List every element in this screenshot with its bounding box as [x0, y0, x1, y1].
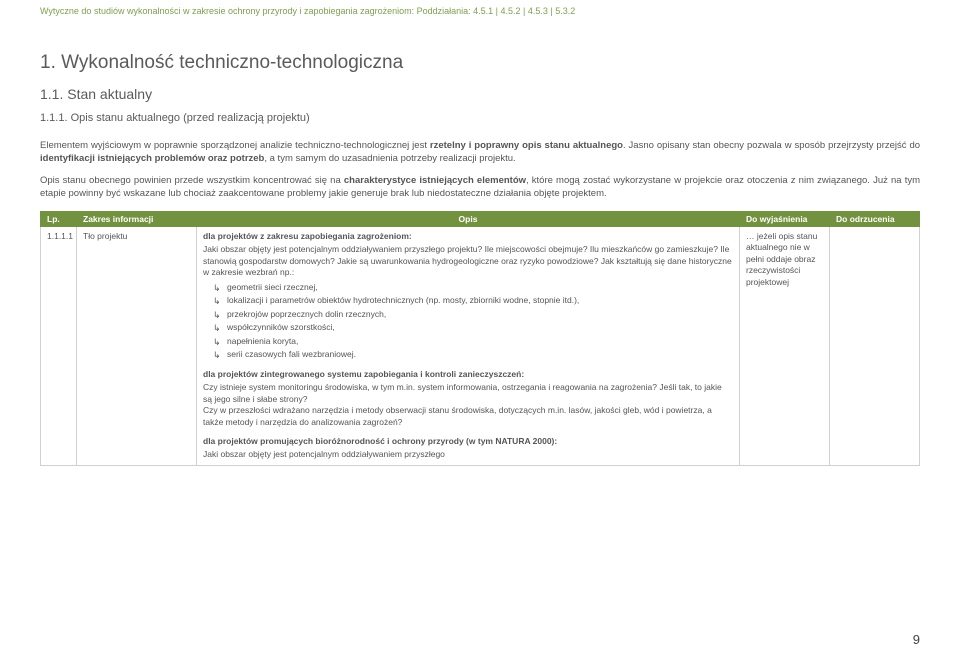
- cell-zakres: Tło projektu: [77, 226, 197, 465]
- opis-text-2: Czy istnieje system monitoringu środowis…: [203, 382, 733, 428]
- heading-1: 1. Wykonalność techniczno-technologiczna: [40, 52, 920, 74]
- th-odr: Do odrzucenia: [830, 211, 920, 226]
- list-item: serii czasowych fali wezbraniowej.: [213, 349, 733, 360]
- table-wrap: Lp. Zakres informacji Opis Do wyjaśnieni…: [40, 211, 920, 466]
- p1-d: identyfikacji istniejących problemów ora…: [40, 153, 264, 164]
- p1-e: , a tym samym do uzasadnienia potrzeby r…: [264, 153, 515, 164]
- th-lp: Lp.: [41, 211, 77, 226]
- p1-b: rzetelny i poprawny opis stanu aktualneg…: [430, 140, 623, 151]
- p2-b: charakterystyce istniejących elementów: [344, 175, 526, 186]
- page-number: 9: [913, 632, 920, 647]
- list-item: napełnienia koryta,: [213, 336, 733, 347]
- opis-block-3: dla projektów promujących bioróżnorodnoś…: [203, 436, 733, 461]
- list-item: lokalizacji i parametrów obiektów hydrot…: [213, 295, 733, 306]
- opis-text-1: Jaki obszar objęty jest potencjalnym odd…: [203, 244, 733, 278]
- heading-2: 1.1. Stan aktualny: [40, 86, 920, 102]
- heading-3: 1.1.1. Opis stanu aktualnego (przed real…: [40, 112, 920, 124]
- p2-a: Opis stanu obecnego powinien przede wszy…: [40, 175, 344, 186]
- opis-title-2: dla projektów zintegrowanego systemu zap…: [203, 369, 733, 380]
- cell-wyj: … jeżeli opis stanu aktualnego nie w peł…: [740, 226, 830, 465]
- cell-odr: [830, 226, 920, 465]
- th-opis: Opis: [197, 211, 740, 226]
- opis-title-1: dla projektów z zakresu zapobiegania zag…: [203, 231, 733, 242]
- th-wyj: Do wyjaśnienia: [740, 211, 830, 226]
- paragraph-2: Opis stanu obecnego powinien przede wszy…: [40, 175, 920, 201]
- p1-c: . Jasno opisany stan obecny pozwala w sp…: [623, 140, 920, 151]
- info-table: Lp. Zakres informacji Opis Do wyjaśnieni…: [40, 211, 920, 466]
- content-area: 1. Wykonalność techniczno-technologiczna…: [0, 20, 960, 466]
- list-item: współczynników szorstkości,: [213, 322, 733, 333]
- opis-title-3: dla projektów promujących bioróżnorodnoś…: [203, 436, 733, 447]
- th-zakres: Zakres informacji: [77, 211, 197, 226]
- cell-lp: 1.1.1.1: [41, 226, 77, 465]
- header-text: Wytyczne do studiów wykonalności w zakre…: [40, 6, 575, 16]
- opis-bullets: geometrii sieci rzecznej, lokalizacji i …: [213, 282, 733, 361]
- table-header-row: Lp. Zakres informacji Opis Do wyjaśnieni…: [41, 211, 920, 226]
- list-item: przekrojów poprzecznych dolin rzecznych,: [213, 309, 733, 320]
- opis-text-3: Jaki obszar objęty jest potencjalnym odd…: [203, 449, 733, 460]
- paragraph-1: Elementem wyjściowym w poprawnie sporząd…: [40, 140, 920, 166]
- doc-header: Wytyczne do studiów wykonalności w zakre…: [0, 0, 960, 20]
- p1-a: Elementem wyjściowym w poprawnie sporząd…: [40, 140, 430, 151]
- opis-block-2: dla projektów zintegrowanego systemu zap…: [203, 369, 733, 428]
- table-row: 1.1.1.1 Tło projektu dla projektów z zak…: [41, 226, 920, 465]
- cell-opis: dla projektów z zakresu zapobiegania zag…: [197, 226, 740, 465]
- list-item: geometrii sieci rzecznej,: [213, 282, 733, 293]
- opis-block-1: dla projektów z zakresu zapobiegania zag…: [203, 231, 733, 361]
